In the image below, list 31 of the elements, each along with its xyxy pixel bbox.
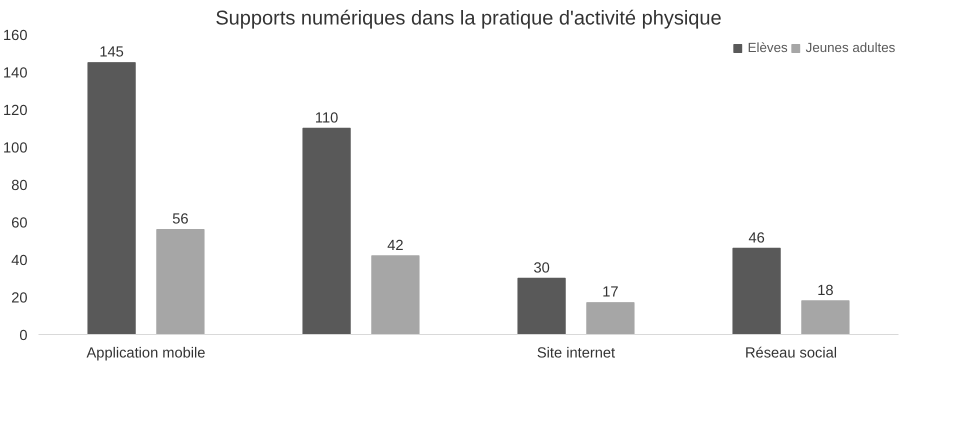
y-tick-label: 0 xyxy=(19,328,28,344)
y-tick-label: 100 xyxy=(3,140,28,156)
bar xyxy=(87,62,136,334)
data-label: 110 xyxy=(314,110,338,126)
bar xyxy=(732,248,781,334)
x-tick-label: Site internet xyxy=(536,346,616,362)
y-tick-label: 60 xyxy=(11,216,28,232)
data-label: 42 xyxy=(387,238,404,254)
y-tick-label: 120 xyxy=(3,103,28,119)
y-tick-label: 40 xyxy=(11,253,28,269)
y-tick-label: 160 xyxy=(3,28,28,44)
data-label: 56 xyxy=(172,212,189,228)
data-label: 17 xyxy=(602,284,619,301)
x-tick-label: Réseau social xyxy=(744,346,838,362)
y-tick-label: 140 xyxy=(3,66,28,82)
data-label: 30 xyxy=(533,260,550,276)
bar xyxy=(801,300,850,334)
x-tick-label: Application mobile xyxy=(86,346,206,362)
bar xyxy=(517,278,566,334)
bar xyxy=(156,229,205,334)
bar xyxy=(586,302,635,334)
data-label: 18 xyxy=(817,282,834,299)
legend-label: Elèves xyxy=(748,40,788,55)
data-label: 145 xyxy=(99,44,124,61)
bar xyxy=(371,255,420,334)
y-tick-label: 20 xyxy=(11,290,28,306)
chart-title: Supports numériques dans la pratique d'activité physique xyxy=(215,8,722,30)
y-tick-label: 80 xyxy=(11,178,28,194)
data-label: 46 xyxy=(748,230,765,246)
bar xyxy=(302,128,351,334)
legend-label: Jeunes adultes xyxy=(806,40,896,55)
